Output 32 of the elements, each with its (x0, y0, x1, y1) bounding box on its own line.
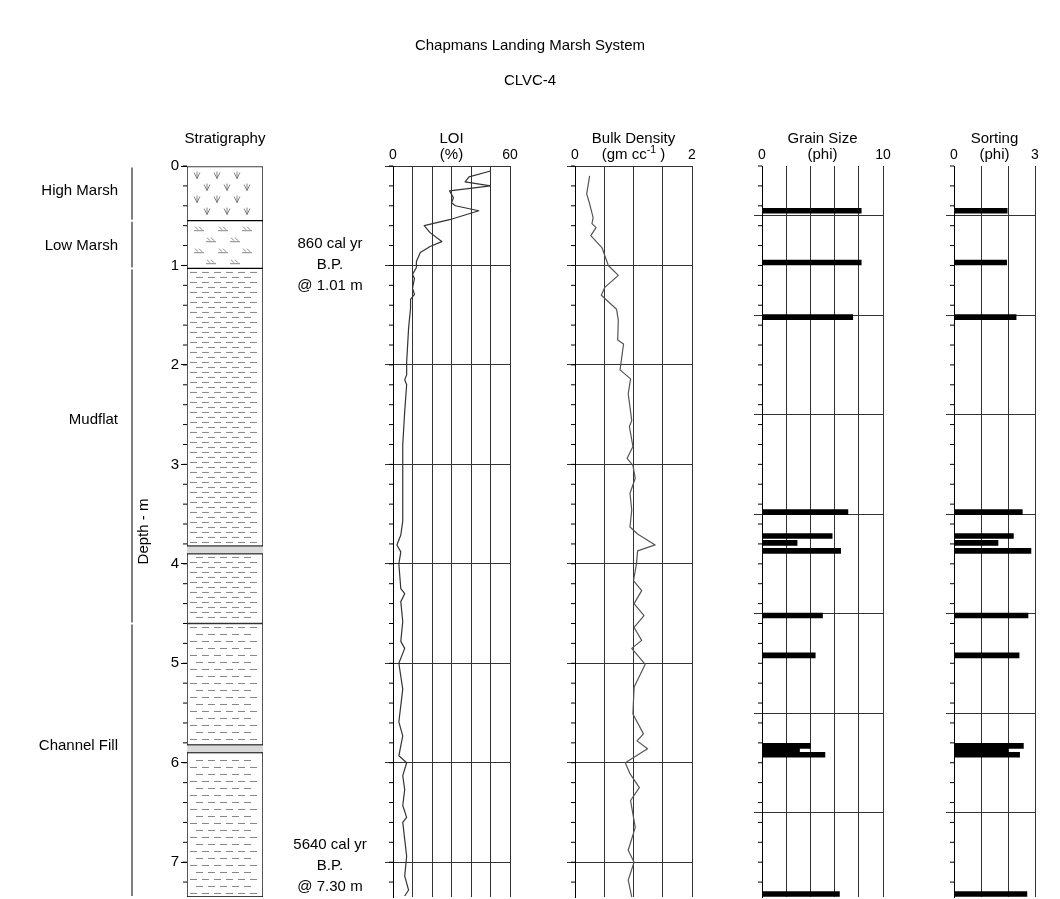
text: 860 cal yr B.P. @ 1.01 m (297, 234, 363, 294)
text: Channel Fill (38, 736, 119, 754)
x-tick-label: 3 (1031, 146, 1040, 163)
x-tick-label: 0 (571, 146, 580, 163)
x-tick-label: 60 (502, 146, 518, 163)
text: CLVC-4 (502, 71, 558, 89)
y-tick-label: 3 (170, 454, 179, 472)
y-tick-label: 5 (170, 653, 179, 671)
x-axis-title: (%) (439, 145, 464, 163)
x-tick-label: 0 (758, 146, 767, 163)
text: Chapmans Landing Marsh System (413, 36, 647, 54)
y-tick-label: 1 (170, 255, 179, 273)
x-tick-label: 2 (688, 146, 697, 163)
chart-title: Sorting (970, 129, 1019, 147)
y-tick-label: 7 (170, 852, 179, 870)
text: Mudflat (68, 410, 119, 428)
text: 5640 cal yr B.P. @ 7.30 m (293, 835, 367, 895)
x-tick-label: 0 (389, 146, 398, 163)
chart-title: Bulk Density (591, 129, 676, 147)
y-tick-label: 4 (170, 553, 179, 571)
x-axis-title: (phi) (807, 145, 838, 163)
x-tick-label: 0 (950, 146, 959, 163)
text: Low Marsh (44, 236, 118, 254)
x-tick-label: 10 (875, 146, 891, 163)
y-tick-label: 6 (170, 752, 179, 770)
x-axis-title: Stratigraphy (184, 129, 266, 147)
chart-title: LOI (439, 129, 464, 147)
x-axis-title: (phi) (979, 145, 1010, 163)
y-tick-label: 2 (170, 355, 179, 373)
chart-title: Grain Size (787, 129, 858, 147)
text: High Marsh (41, 181, 119, 199)
y-axis-title: Depth - m (134, 498, 152, 565)
